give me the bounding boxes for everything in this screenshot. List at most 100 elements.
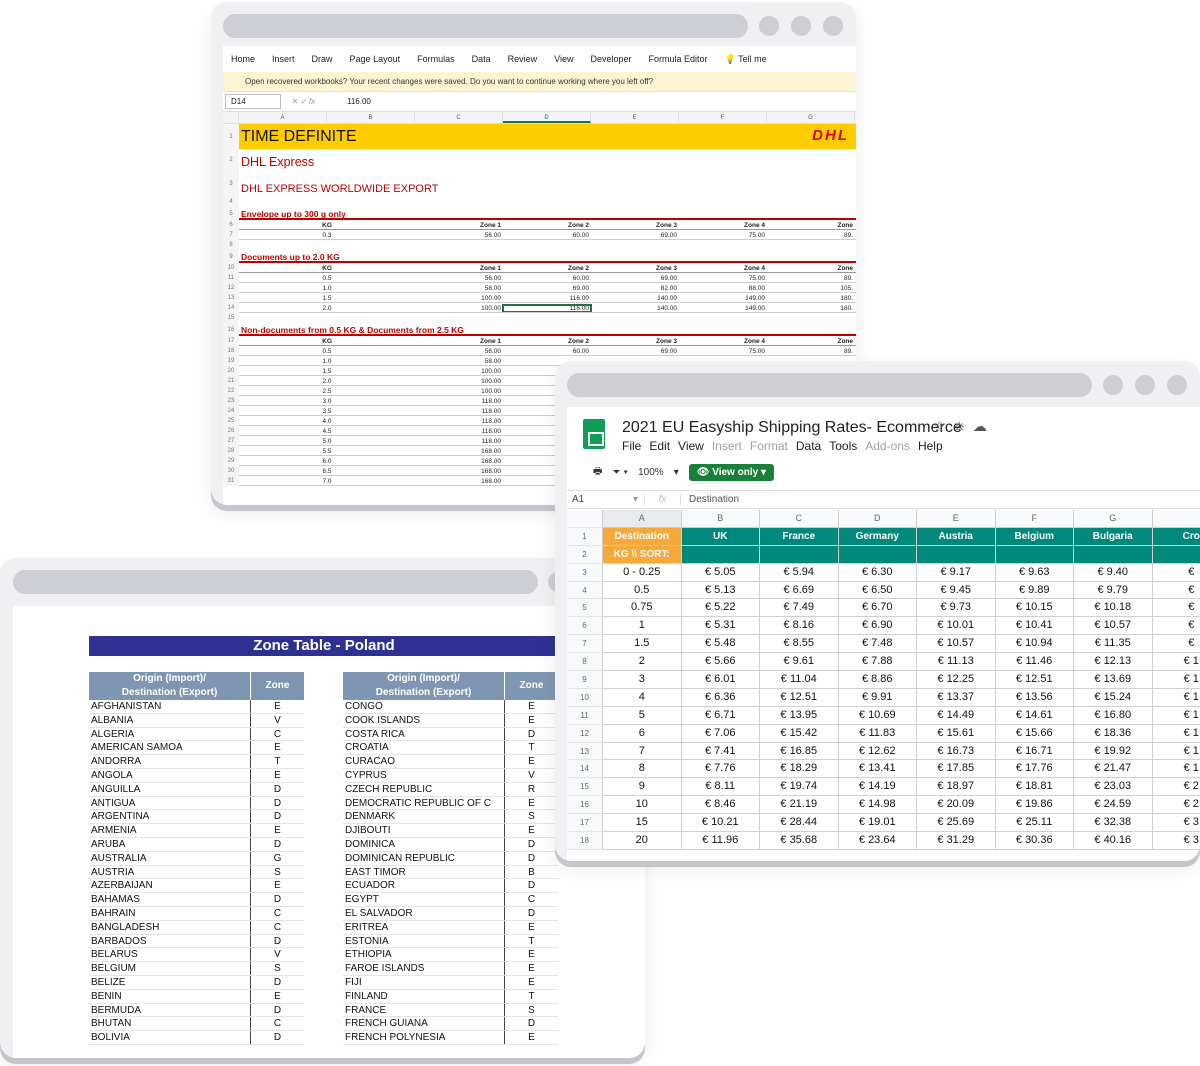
rate-cell[interactable]: € 9.89 xyxy=(995,581,1074,600)
value-cell[interactable]: 100.00 xyxy=(481,295,501,302)
row-number[interactable]: 15 xyxy=(567,778,603,797)
ribbon-tab[interactable]: Page Layout xyxy=(349,54,401,64)
row-number[interactable]: 21 xyxy=(223,376,239,386)
rate-cell[interactable]: € 6.70 xyxy=(838,599,917,618)
row-number[interactable]: 9 xyxy=(223,250,239,263)
row-number[interactable]: 24 xyxy=(223,406,239,416)
weight-cell[interactable]: 5 xyxy=(603,706,682,725)
name-box[interactable]: A1 ▾ xyxy=(567,494,645,505)
row-number[interactable]: 16 xyxy=(223,323,239,336)
country-header[interactable]: Cro xyxy=(1152,527,1200,546)
menu-item[interactable]: Format xyxy=(749,439,788,453)
rate-cell[interactable]: € 19.92 xyxy=(1074,742,1153,761)
rate-cell[interactable]: € 8.16 xyxy=(760,617,839,636)
value-cell[interactable]: 100.00 xyxy=(481,305,501,312)
rate-cell[interactable]: € 17.85 xyxy=(917,760,996,779)
rate-cell[interactable]: € 12.13 xyxy=(1074,653,1153,672)
value-cell[interactable]: 75.00 xyxy=(748,275,765,282)
rate-cell[interactable]: € 2 xyxy=(1152,796,1200,815)
rate-cell[interactable]: € 6.30 xyxy=(838,563,917,582)
rate-cell[interactable]: € 10.15 xyxy=(995,599,1074,618)
rate-cell[interactable]: € 9.79 xyxy=(1074,581,1153,600)
row-number[interactable]: 30 xyxy=(223,466,239,476)
kg-cell[interactable]: 0.5 xyxy=(322,348,332,355)
rate-cell[interactable]: € 6.36 xyxy=(681,688,760,707)
header-cell[interactable] xyxy=(838,545,917,564)
row-number[interactable]: 15 xyxy=(223,313,239,323)
section-heading[interactable]: Envelope up to 300 g only xyxy=(241,209,346,219)
rate-cell[interactable]: € 1 xyxy=(1152,707,1200,725)
column-header[interactable]: E xyxy=(591,112,679,123)
rate-cell[interactable]: € 7.76 xyxy=(681,760,760,779)
kg-cell[interactable]: 5.0 xyxy=(322,438,332,445)
rate-cell[interactable]: € 15.24 xyxy=(1074,688,1153,707)
rate-cell[interactable]: € 11.13 xyxy=(917,653,996,672)
rate-cell[interactable]: € 1 xyxy=(1152,671,1200,689)
rate-cell[interactable]: € 31.29 xyxy=(917,832,996,850)
header-cell[interactable] xyxy=(995,545,1074,564)
country-header[interactable]: UK xyxy=(681,527,760,546)
column-header[interactable]: B xyxy=(327,112,415,123)
value-cell[interactable]: 118.00 xyxy=(481,408,501,415)
rate-cell[interactable]: € 16.80 xyxy=(1074,706,1153,725)
view-only-button[interactable]: 👁 View only ▾ xyxy=(688,464,774,481)
rate-cell[interactable]: € 1 xyxy=(1152,725,1200,743)
row-number[interactable]: 23 xyxy=(223,396,239,406)
row-number[interactable]: 3 xyxy=(223,171,239,197)
column-header[interactable]: B xyxy=(681,510,760,528)
kg-cell[interactable]: 2.0 xyxy=(322,378,332,385)
rate-cell[interactable]: € xyxy=(1152,635,1200,654)
rate-cell[interactable]: € 15.42 xyxy=(760,724,839,743)
rate-cell[interactable]: € 18.97 xyxy=(917,778,996,797)
header-cell[interactable]: Zone xyxy=(837,265,853,272)
rate-cell[interactable]: € 1 xyxy=(1152,760,1200,779)
rate-cell[interactable]: € 9.91 xyxy=(838,688,917,707)
cloud-icon[interactable]: ☁ xyxy=(972,418,987,434)
rate-cell[interactable]: € 16.73 xyxy=(917,742,996,761)
window-control[interactable] xyxy=(791,16,811,36)
rate-cell[interactable]: € 9.17 xyxy=(917,563,996,582)
rate-cell[interactable]: € 10.41 xyxy=(995,617,1074,636)
kg-cell[interactable]: 2.5 xyxy=(322,388,332,395)
kg-cell[interactable]: 4.5 xyxy=(322,428,332,435)
menu-item[interactable]: File xyxy=(622,439,642,453)
kg-cell[interactable]: 4.0 xyxy=(322,418,332,425)
corner-cell[interactable] xyxy=(223,112,239,123)
row-number[interactable]: 18 xyxy=(223,346,239,356)
kg-cell[interactable]: 0.3 xyxy=(322,232,332,239)
row-number[interactable]: 13 xyxy=(567,742,603,761)
rate-cell[interactable]: € 8.46 xyxy=(681,796,760,815)
weight-cell[interactable]: 6 xyxy=(603,724,682,743)
header-cell[interactable]: Zone 3 xyxy=(656,265,677,272)
row-number[interactable]: 17 xyxy=(567,814,603,833)
header-cell[interactable]: KG xyxy=(322,265,332,272)
rate-cell[interactable]: € 30.36 xyxy=(995,832,1074,850)
header-cell[interactable]: Zone 2 xyxy=(568,222,589,229)
rate-cell[interactable]: € 1 xyxy=(1152,689,1200,707)
header-cell[interactable]: Zone 2 xyxy=(568,338,589,345)
kg-cell[interactable]: 2.0 xyxy=(322,305,332,312)
rate-cell[interactable]: € xyxy=(1152,617,1200,636)
ribbon-tab[interactable]: Insert xyxy=(272,54,295,64)
value-cell[interactable]: 82.00 xyxy=(660,285,677,292)
row-number[interactable]: 28 xyxy=(223,446,239,456)
rate-cell[interactable]: € 16.71 xyxy=(995,742,1074,761)
weight-cell[interactable]: 7 xyxy=(603,742,682,761)
header-cell[interactable] xyxy=(917,545,996,564)
rate-cell[interactable]: € 20.09 xyxy=(917,796,996,815)
menu-item[interactable]: Insert xyxy=(711,439,742,453)
rate-cell[interactable]: € 10.57 xyxy=(1074,617,1153,636)
value-cell[interactable]: 168.00 xyxy=(481,468,501,475)
rate-cell[interactable]: € 9.73 xyxy=(917,599,996,618)
row-number[interactable]: 27 xyxy=(223,436,239,446)
rate-cell[interactable]: € 21.19 xyxy=(760,796,839,815)
ribbon-tab[interactable]: Formula Editor xyxy=(648,54,708,64)
row-number[interactable]: 13 xyxy=(223,293,239,303)
column-header[interactable] xyxy=(1152,510,1200,528)
header-cell[interactable]: Zone 3 xyxy=(656,222,677,229)
weight-cell[interactable]: 10 xyxy=(603,796,682,815)
rate-cell[interactable]: € 10.21 xyxy=(681,814,760,833)
sheet-title[interactable]: TIME DEFINITE xyxy=(241,128,357,145)
country-header[interactable]: Bulgaria xyxy=(1074,527,1153,546)
header-cell[interactable]: KG xyxy=(322,338,332,345)
